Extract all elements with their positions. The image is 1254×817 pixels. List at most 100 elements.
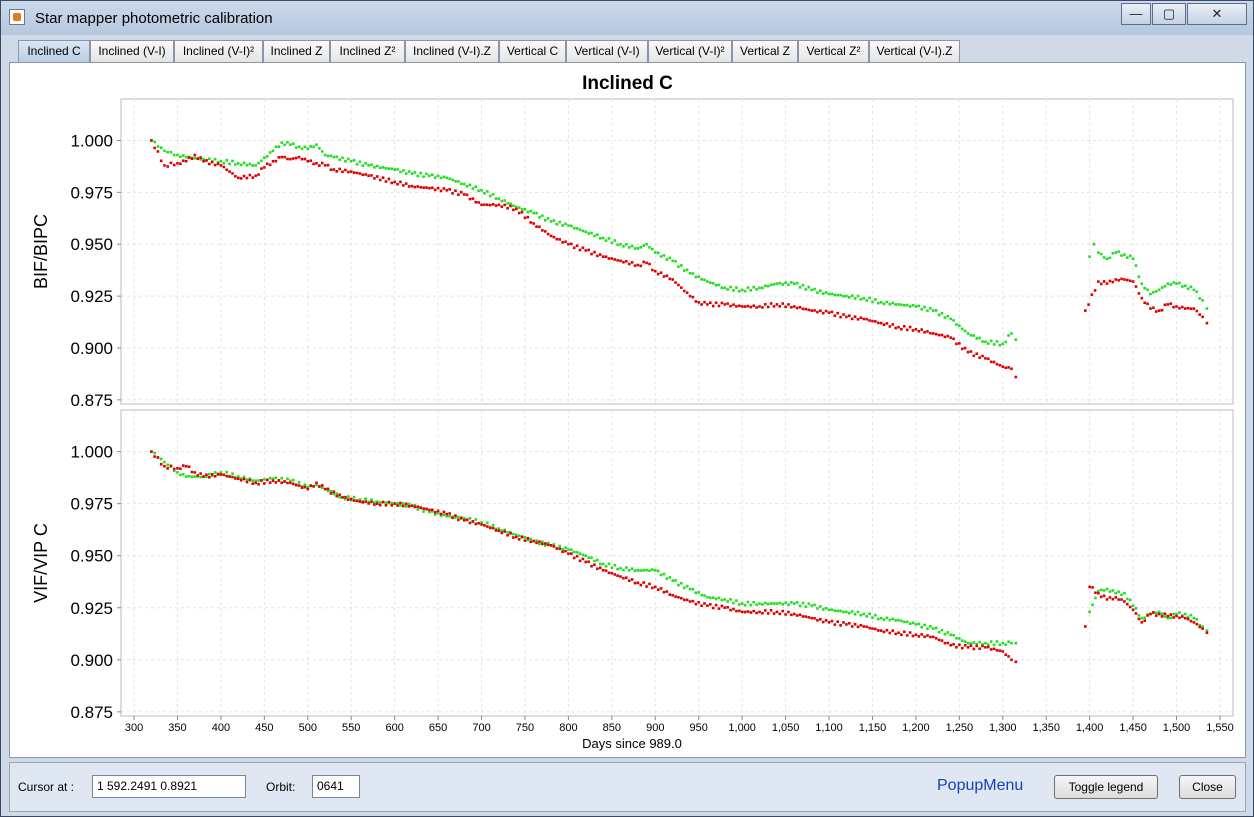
data-point: [653, 568, 657, 572]
data-point: [845, 294, 848, 298]
data-point: [320, 486, 324, 489]
data-point: [821, 608, 825, 611]
data-point: [402, 504, 405, 508]
data-point: [813, 287, 816, 291]
data-point: [329, 154, 333, 158]
tab-inclined-viz[interactable]: Inclined (V-I).Z: [405, 40, 499, 62]
data-point: [963, 640, 967, 644]
data-point: [735, 305, 738, 308]
data-point: [1195, 618, 1199, 621]
tab-vertical-c[interactable]: Vertical C: [499, 40, 566, 62]
close-window-button[interactable]: ✕: [1187, 3, 1247, 25]
tab-inclined-vi2[interactable]: Inclined (V-I)²: [174, 40, 263, 62]
data-point: [546, 232, 550, 236]
data-point: [477, 201, 480, 204]
close-button[interactable]: Close: [1179, 775, 1236, 799]
data-point: [1111, 280, 1115, 284]
data-point: [538, 540, 541, 543]
data-point: [723, 303, 727, 306]
data-point: [202, 475, 205, 478]
data-point: [462, 182, 466, 186]
data-point: [1091, 603, 1094, 607]
data-point: [943, 335, 947, 339]
data-point: [1181, 615, 1184, 618]
data-point: [378, 178, 382, 182]
data-point: [457, 518, 460, 522]
data-point: [714, 597, 718, 601]
data-point: [816, 607, 819, 610]
data-point: [552, 219, 556, 222]
data-point: [488, 526, 492, 530]
data-point: [541, 214, 544, 217]
calibration-chart[interactable]: Inclined C 0.875 0.900 0.925 0.950 0.975 1.000…: [10, 63, 1245, 757]
data-point: [677, 283, 680, 287]
data-point: [163, 460, 166, 464]
data-point: [735, 609, 738, 613]
data-point: [326, 489, 330, 493]
tab-vertical-vi2[interactable]: Vertical (V-I)²: [648, 40, 732, 62]
data-point: [506, 531, 509, 534]
data-point: [543, 218, 547, 222]
maximize-button[interactable]: ▢: [1152, 3, 1186, 25]
y-tick-label: 0.875: [70, 703, 113, 722]
data-point: [422, 507, 425, 510]
data-point: [491, 526, 495, 530]
data-point: [668, 576, 672, 579]
cursor-field[interactable]: 1 592.2491 0.8921: [92, 775, 246, 798]
data-point: [1189, 285, 1193, 289]
orbit-field[interactable]: 0641: [312, 775, 360, 798]
data-point: [378, 166, 382, 170]
data-point: [668, 593, 672, 596]
popup-menu-link[interactable]: PopupMenu: [937, 777, 1024, 794]
data-point: [836, 620, 840, 624]
data-point: [480, 521, 483, 524]
window-title: Star mapper photometric calibration: [35, 10, 273, 27]
tab-inclined-c[interactable]: Inclined C: [18, 40, 90, 62]
data-point: [335, 492, 339, 495]
data-point: [946, 314, 950, 318]
data-point: [787, 603, 790, 607]
data-point: [604, 569, 608, 572]
minimize-button[interactable]: —: [1121, 3, 1151, 25]
data-point: [648, 246, 651, 249]
data-point: [645, 568, 648, 572]
data-point: [193, 153, 197, 157]
toggle-legend-button[interactable]: Toggle legend: [1054, 775, 1158, 799]
data-point: [879, 616, 883, 620]
data-point: [920, 633, 923, 636]
data-point: [425, 172, 428, 176]
data-point: [283, 143, 286, 147]
tab-vertical-viz[interactable]: Vertical (V-I).Z: [869, 40, 960, 62]
tab-vertical-vi[interactable]: Vertical (V-I): [566, 40, 648, 62]
data-point: [1094, 596, 1097, 600]
data-point: [1166, 616, 1170, 620]
title-bar[interactable]: Star mapper photometric calibration — ▢ …: [1, 1, 1253, 35]
data-point: [1160, 286, 1164, 289]
tab-inclined-z2[interactable]: Inclined Z²: [330, 40, 405, 62]
data-point: [251, 482, 255, 485]
data-point: [807, 308, 811, 312]
data-point: [630, 567, 634, 570]
data-point: [242, 475, 246, 479]
tab-inclined-vi[interactable]: Inclined (V-I): [90, 40, 174, 62]
data-point: [804, 605, 808, 608]
data-point: [732, 607, 735, 611]
data-point: [416, 508, 420, 511]
data-point: [1169, 283, 1173, 286]
data-point: [286, 481, 289, 485]
data-point: [937, 630, 941, 634]
data-point: [903, 630, 906, 634]
tab-inclined-z[interactable]: Inclined Z: [263, 40, 330, 62]
data-point: [1097, 591, 1100, 595]
data-point: [749, 289, 753, 292]
data-point: [795, 306, 799, 310]
data-point: [978, 356, 981, 359]
tab-vertical-z[interactable]: Vertical Z: [732, 40, 798, 62]
data-point: [740, 602, 744, 605]
tab-vertical-z2[interactable]: Vertical Z²: [798, 40, 869, 62]
data-point: [480, 523, 483, 526]
data-point: [914, 623, 918, 626]
data-point: [868, 296, 871, 300]
chart-panel[interactable]: Inclined C 0.875 0.900 0.925 0.950 0.975 1.000…: [9, 62, 1246, 758]
